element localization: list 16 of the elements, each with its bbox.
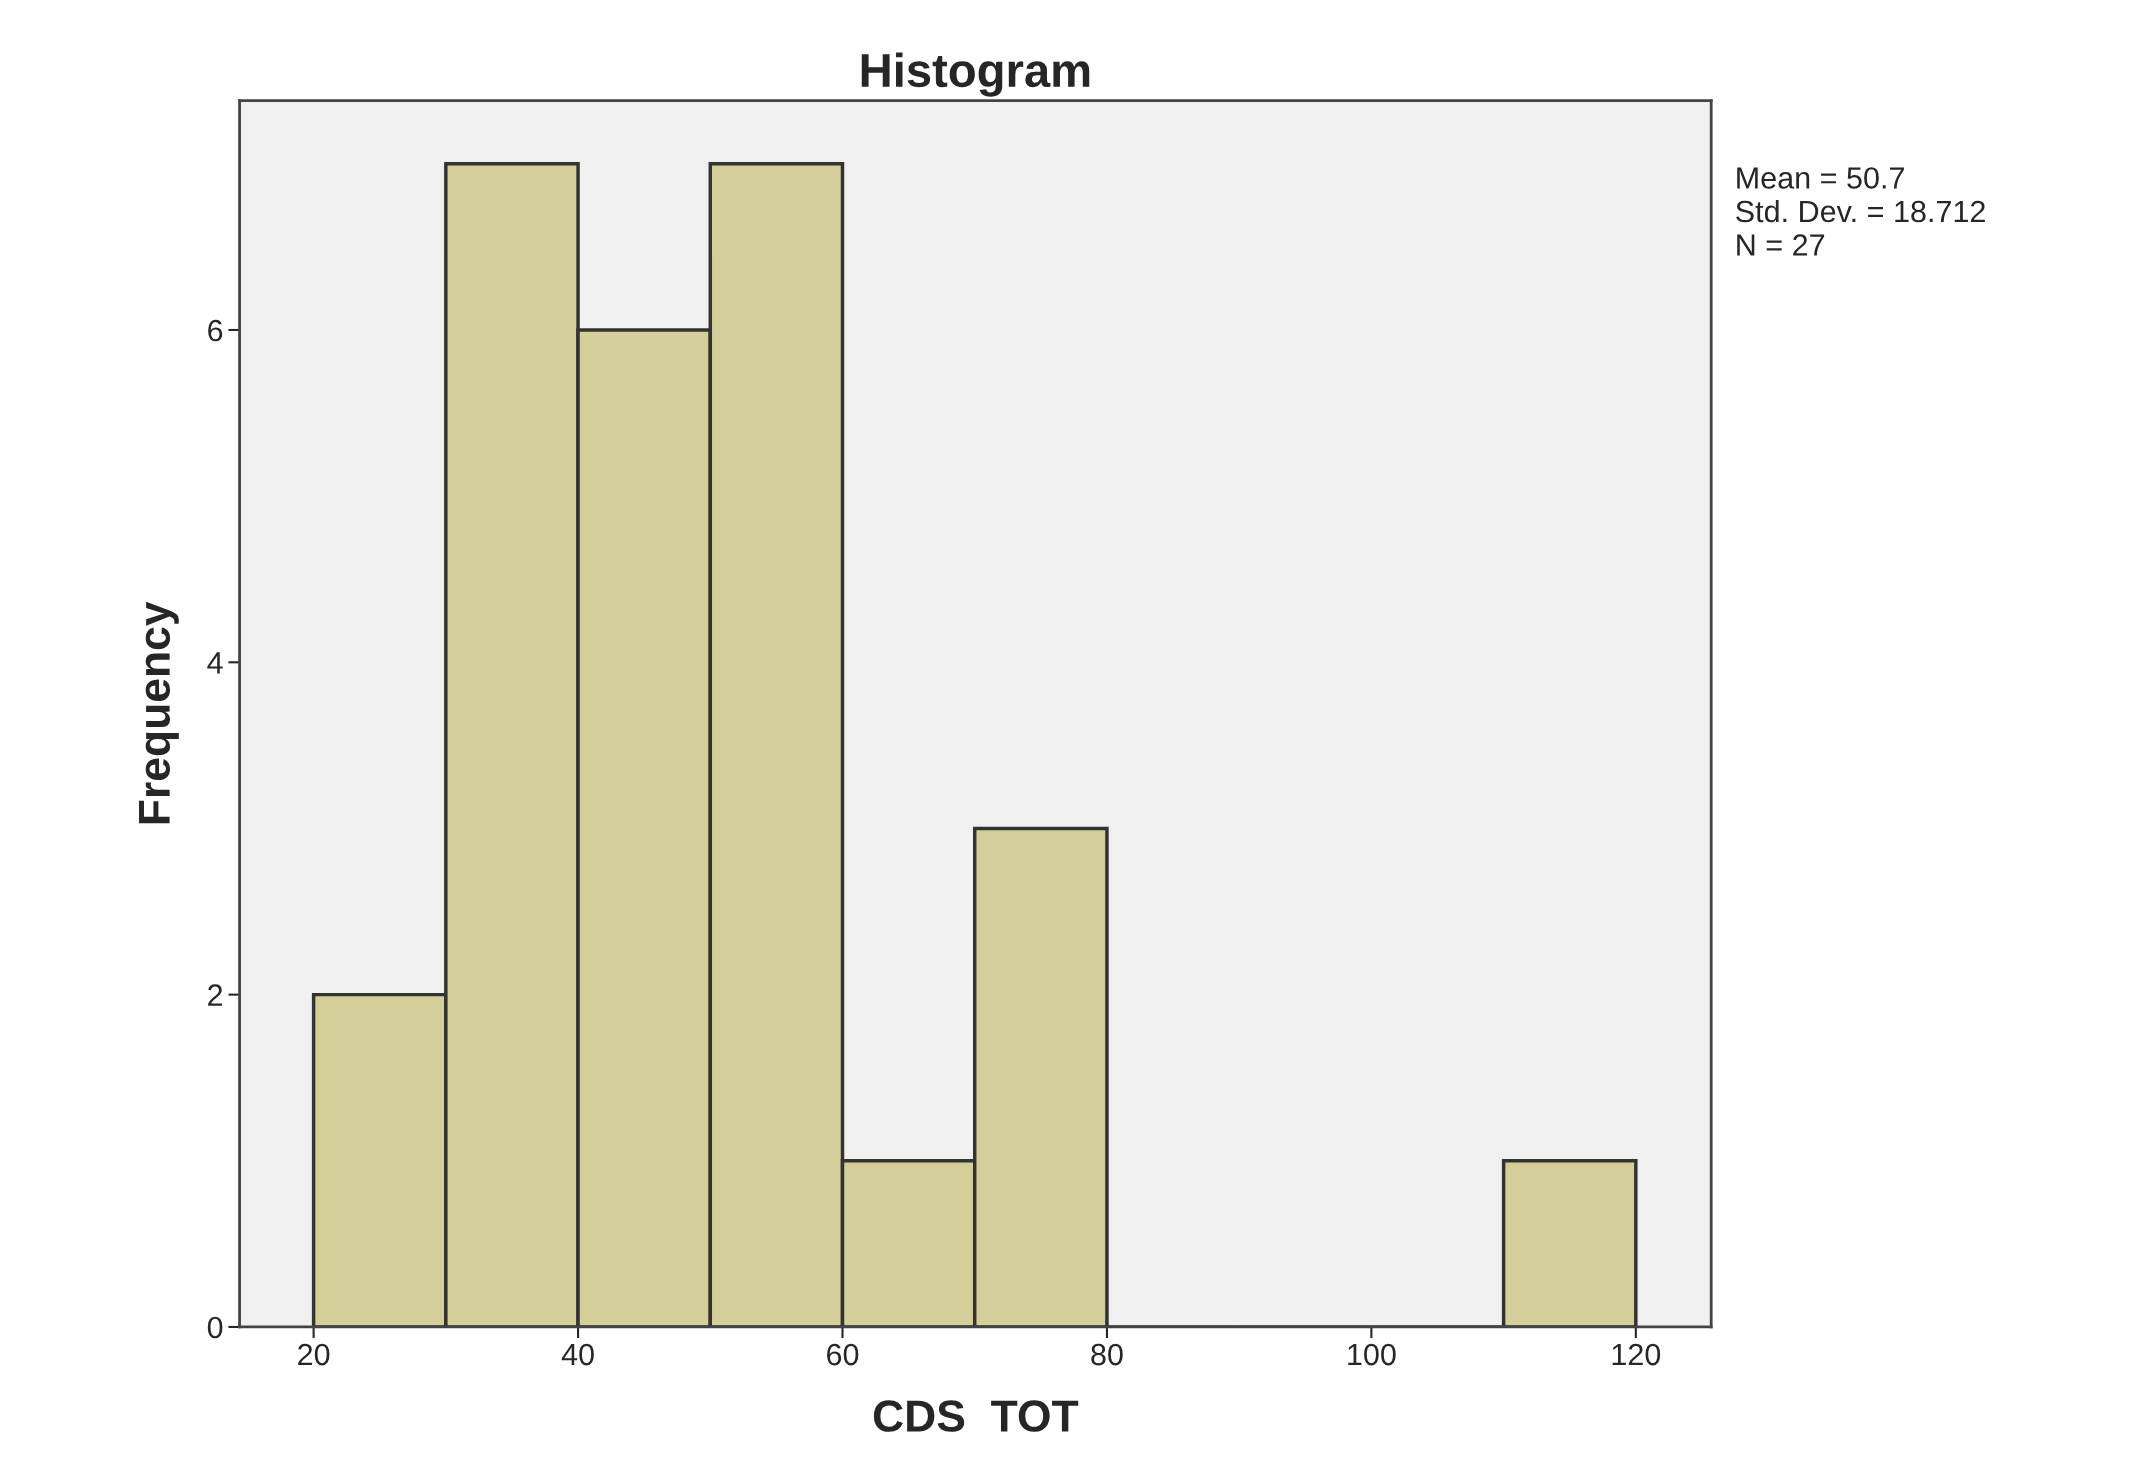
text: Std. Dev. = 18.712 [1736,199,1985,223]
text: Mean = 50.7 [1737,167,1904,189]
x-tick-label: 80 [1091,1343,1123,1366]
x-tick-label: 100 [1348,1343,1396,1366]
y-tick-label: 4 [207,652,223,674]
y-tick-label: 6 [208,319,223,342]
x-tick-label: 60 [827,1343,859,1366]
x-tick-label: 120 [1612,1343,1661,1366]
y-axis-title: Frequency [139,601,179,824]
y-tick-label: 2 [208,984,223,1006]
x-tick-label: 20 [298,1343,330,1366]
text: N = 27 [1737,234,1825,256]
y-tick-label: 0 [207,1316,223,1339]
chart-title: Histogram [861,52,1090,97]
x-axis-title: CDS TOT [873,1400,1079,1432]
x-tick-label: 40 [561,1343,594,1366]
